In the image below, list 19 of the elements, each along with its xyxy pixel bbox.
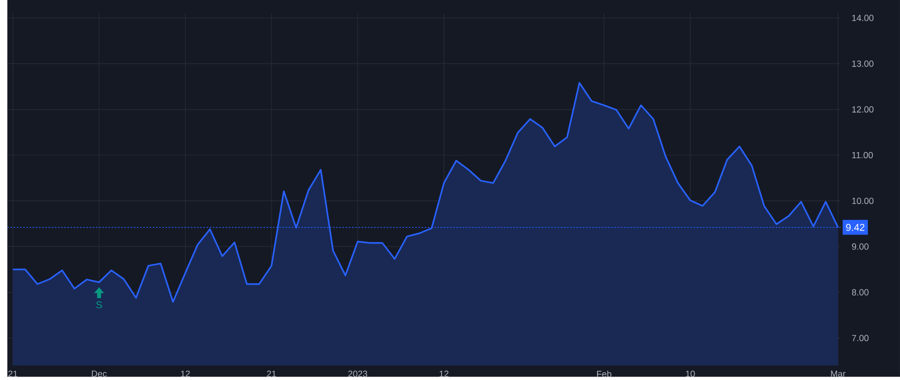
x-tick-label: Mar xyxy=(831,370,846,377)
x-tick-label: Dec xyxy=(92,370,107,377)
y-tick-label: 10.00 xyxy=(852,198,874,204)
y-tick-label: 12.00 xyxy=(852,106,874,112)
x-tick-label: 12 xyxy=(181,370,190,377)
ref-line-label: 9.42 xyxy=(846,224,864,231)
x-tick-label: 21 xyxy=(267,370,276,377)
y-tick-label: 14.00 xyxy=(852,14,874,22)
y-tick-label: 8.00 xyxy=(852,289,869,296)
x-tick-label: 10 xyxy=(686,370,695,377)
x-tick-label: Feb xyxy=(597,370,612,378)
y-tick-label: 7.00 xyxy=(852,334,869,342)
x-tick-label: 12 xyxy=(440,370,448,377)
x-tick-label: 21 xyxy=(8,370,18,377)
y-tick-label: 9.00 xyxy=(852,243,869,250)
y-tick-label: 13.00 xyxy=(852,60,874,67)
x-tick-label: 2023 xyxy=(348,370,368,377)
annotation: S xyxy=(96,301,102,308)
y-tick-label: 11.00 xyxy=(852,152,873,158)
